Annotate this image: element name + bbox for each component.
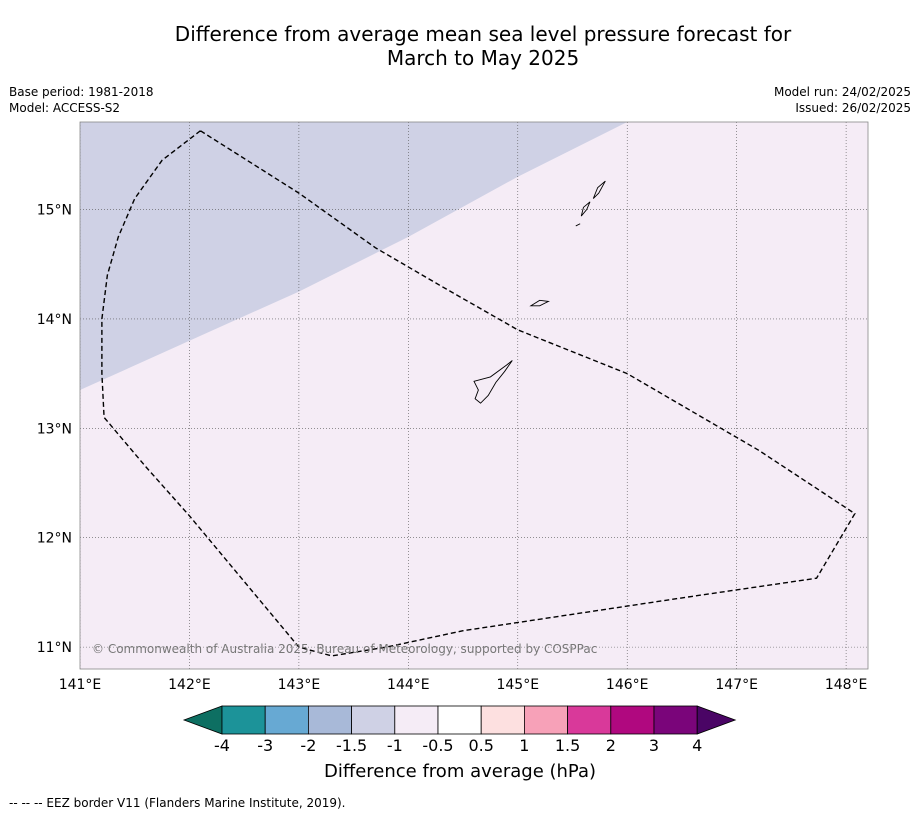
map-frame: [79, 121, 869, 670]
colorbar-box: [351, 705, 396, 735]
lat-tick-label: 12°N: [37, 531, 72, 547]
lat-tick-label: 14°N: [37, 312, 72, 328]
colorbar-tick-label: 1: [519, 736, 529, 755]
colorbar-box: [524, 705, 569, 735]
lon-tick-label: 143°E: [278, 677, 321, 693]
colorbar-tick-label: -1.5: [336, 736, 367, 755]
colorbar-tick-label: 3: [649, 736, 659, 755]
model-run: Model run: 24/02/2025: [773, 85, 911, 99]
colorbar-tick-label: 0.5: [468, 736, 493, 755]
island-guam: [473, 360, 513, 404]
islands: [473, 180, 606, 404]
eez-border: [101, 130, 856, 657]
copyright-credit: © Commonwealth of Australia 2025, Bureau…: [92, 642, 597, 656]
colorbar-box: [437, 705, 482, 735]
lon-tick-label: 146°E: [606, 677, 649, 693]
island-rota: [529, 299, 550, 307]
colorbar-boxes: [182, 705, 737, 735]
model-name: Model: ACCESS-S2: [9, 101, 121, 115]
lon-tick-label: 147°E: [715, 677, 758, 693]
lon-tick-label: 148°E: [825, 677, 868, 693]
anomaly-zone-negative: [80, 122, 628, 391]
title-line-2: March to May 2025: [386, 46, 580, 70]
colorbar-box: [567, 705, 612, 735]
colorbar-tick-label: -3: [257, 736, 273, 755]
axis-tick-labels: 141°E 142°E 143°E 144°E 145°E 146°E 147°E 148°E…: [37, 203, 868, 693]
colorbar-tick-label: 2: [606, 736, 616, 755]
map-title: Difference from average mean sea level p…: [60, 22, 906, 70]
lat-tick-label: 13°N: [37, 421, 72, 437]
lon-tick-label: 141°E: [59, 677, 102, 693]
colorbar-box: [653, 705, 698, 735]
lat-tick-label: 11°N: [37, 640, 72, 656]
colorbar-box: [394, 705, 439, 735]
colorbar-title: Difference from average (hPa): [323, 761, 597, 782]
colorbar-tick-label: 4: [692, 736, 702, 755]
colorbar-labels: -4 -3 -2 -1.5 -1 -0.5 0.5 1 1.5 2 3 4: [214, 736, 702, 755]
footnote-eez: -- -- -- EEZ border V11 (Flanders Marine…: [9, 796, 346, 810]
island-tinian: [580, 201, 591, 217]
meta-right: Model run: 24/02/2025 Issued: 26/02/2025: [774, 84, 911, 116]
lon-tick-label: 142°E: [168, 677, 211, 693]
colorbar-tick-label: 1.5: [555, 736, 580, 755]
lat-tick-label: 15°N: [37, 203, 72, 219]
issued-date: Issued: 26/02/2025: [795, 101, 911, 115]
title-line-1: Difference from average mean sea level p…: [174, 22, 792, 46]
colorbar-extend-high: [696, 705, 737, 735]
lon-tick-label: 145°E: [496, 677, 539, 693]
colorbar-tick-label: -1: [387, 736, 403, 755]
colorbar-box: [307, 705, 352, 735]
colorbar-box: [610, 705, 655, 735]
colorbar-tick-label: -0.5: [422, 736, 453, 755]
island-aguijan: [575, 223, 581, 227]
meta-left: Base period: 1981-2018 Model: ACCESS-S2: [9, 84, 154, 116]
colorbar-box: [221, 705, 266, 735]
colorbar-box: [480, 705, 525, 735]
graticule: [80, 122, 868, 669]
colorbar-extend-low: [182, 705, 223, 735]
colorbar-box: [264, 705, 309, 735]
colorbar-tick-label: -4: [214, 736, 230, 755]
island-saipan: [592, 180, 606, 199]
colorbar-tick-label: -2: [300, 736, 316, 755]
lon-tick-label: 144°E: [387, 677, 430, 693]
base-period: Base period: 1981-2018: [9, 85, 154, 99]
